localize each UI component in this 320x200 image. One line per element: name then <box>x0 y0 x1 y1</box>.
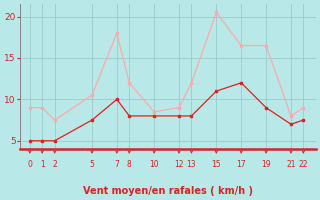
X-axis label: Vent moyen/en rafales ( km/h ): Vent moyen/en rafales ( km/h ) <box>83 186 253 196</box>
